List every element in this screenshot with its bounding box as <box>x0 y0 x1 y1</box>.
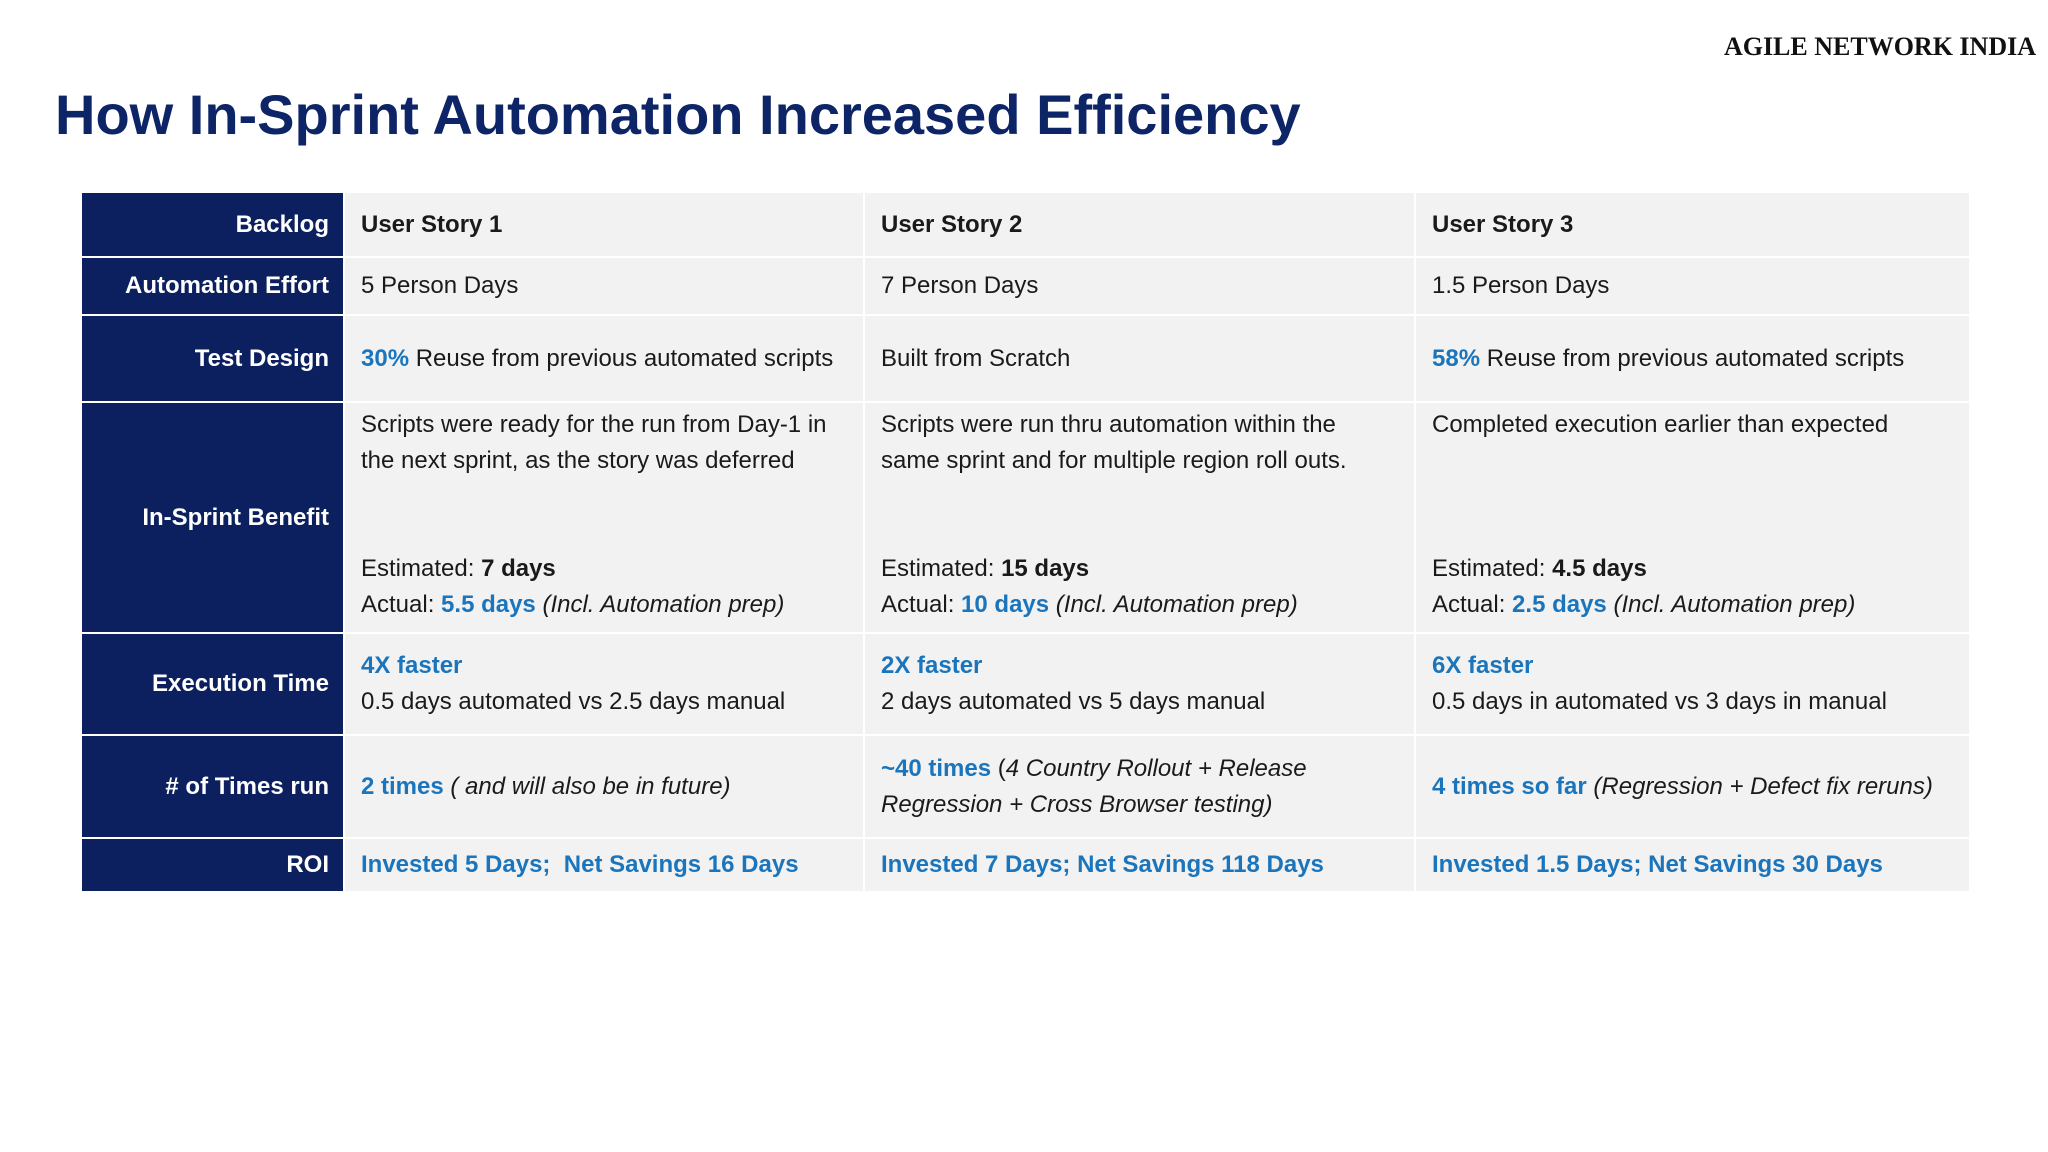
text: 0.5 days automated vs 2.5 days manual <box>361 688 786 715</box>
note: (Incl. Automation prep) <box>1055 591 1298 618</box>
text: Estimated: <box>361 555 475 582</box>
cell: 1.5 Person Days <box>1414 256 1971 316</box>
cell: 5 Person Days <box>343 256 865 316</box>
row-label: Test Design <box>80 314 345 403</box>
value: 4.5 days <box>1552 555 1647 582</box>
title: How In-Sprint Automation Increased Effic… <box>55 83 1301 146</box>
table: Backlog User Story 1 User Story 2 User S… <box>80 191 1971 893</box>
brand: AGILE NETWORK INDIA <box>1723 32 2036 61</box>
highlight: 6X faster <box>1432 652 1534 679</box>
text: ( <box>997 754 1006 782</box>
row: ROI Invested 5 Days; Net Savings 16 Days… <box>80 837 1971 893</box>
value: 2.5 days <box>1512 591 1607 618</box>
text: Actual: <box>1432 591 1506 618</box>
highlight: 4X faster <box>361 652 463 679</box>
row: Backlog User Story 1 User Story 2 User S… <box>80 191 1971 258</box>
text: 0.5 days in automated vs 3 days in manua… <box>1432 688 1887 715</box>
text: Reuse from previous automated scripts <box>1486 344 1905 372</box>
row: Test Design 30% Reuse from previous auto… <box>80 314 1971 403</box>
row-label: Backlog <box>80 191 345 258</box>
cell: 2 times ( and will also be in future) <box>343 734 865 839</box>
value: 10 days <box>961 591 1050 618</box>
cell: Invested 7 Days; Net Savings 118 Days <box>863 837 1416 893</box>
note: 4 Country Rollout + Release Regression +… <box>881 754 1307 818</box>
cell: 6X faster 0.5 days in automated vs 3 days… <box>1414 632 1971 736</box>
text: Actual: <box>881 591 955 618</box>
note: (Incl. Automation prep) <box>542 591 785 618</box>
cell: User Story 2 <box>863 191 1416 258</box>
cell: 2X faster 2 days automated vs 5 days manu… <box>863 632 1416 736</box>
row-label: # of Times run <box>80 734 345 839</box>
text: Scripts were run thru automation within … <box>881 411 1347 474</box>
value: 5.5 days <box>441 591 536 618</box>
text: Completed execution earlier than expecte… <box>1432 411 1889 438</box>
line: Estimated: 7 days <box>361 551 849 587</box>
cell: Invested 1.5 Days; Net Savings 30 Days <box>1414 837 1971 893</box>
cell: 58% Reuse from previous automated script… <box>1414 314 1971 403</box>
row-label: Execution Time <box>80 632 345 736</box>
highlight: 30% <box>361 344 410 372</box>
row: Automation Effort 5 Person Days 7 Person… <box>80 256 1971 316</box>
value: 7 days <box>481 555 556 582</box>
highlight: ~40 times <box>881 754 992 782</box>
highlight: 2 times <box>361 772 444 800</box>
cell: Completed execution earlier than expecte… <box>1414 401 1971 634</box>
line: Estimated: 15 days <box>881 551 1400 587</box>
row-label: ROI <box>80 837 345 893</box>
highlight: 4 times so far <box>1432 772 1587 800</box>
value: 15 days <box>1001 555 1090 582</box>
line: Actual: 2.5 days (Incl. Automation prep) <box>1432 587 1955 623</box>
cell: Scripts were ready for the run from Day-… <box>343 401 865 634</box>
cell: 30% Reuse from previous automated script… <box>343 314 865 403</box>
line: Actual: 5.5 days (Incl. Automation prep) <box>361 587 849 623</box>
cell: Built from Scratch <box>863 314 1416 403</box>
highlight: 2X faster <box>881 652 983 679</box>
cell: 7 Person Days <box>863 256 1416 316</box>
row: # of Times run 2 times ( and will also b… <box>80 734 1971 839</box>
cell: 4X faster 0.5 days automated vs 2.5 days … <box>343 632 865 736</box>
note: ( and will also be in future) <box>450 772 731 800</box>
cell: Scripts were run thru automation within … <box>863 401 1416 634</box>
row-label: Automation Effort <box>80 256 345 316</box>
text: Estimated: <box>1432 555 1546 582</box>
text: Reuse from previous automated scripts <box>415 344 834 372</box>
text: Actual: <box>361 591 435 618</box>
text: 2 days automated vs 5 days manual <box>881 688 1266 715</box>
row-label: In-Sprint Benefit <box>80 401 345 634</box>
note: (Regression + Defect fix reruns) <box>1593 772 1933 800</box>
line: Estimated: 4.5 days <box>1432 551 1955 587</box>
cell: User Story 1 <box>343 191 865 258</box>
cell: 4 times so far (Regression + Defect fix … <box>1414 734 1971 839</box>
line: Actual: 10 days (Incl. Automation prep) <box>881 587 1400 623</box>
highlight: 58% <box>1432 344 1481 372</box>
cell: ~40 times (4 Country Rollout + Release R… <box>863 734 1416 839</box>
row: In-Sprint Benefit Scripts were ready for… <box>80 401 1971 634</box>
note: (Incl. Automation prep) <box>1613 591 1856 618</box>
row: Execution Time 4X faster 0.5 days automat… <box>80 632 1971 736</box>
text: Scripts were ready for the run from Day-… <box>361 411 827 474</box>
cell: User Story 3 <box>1414 191 1971 258</box>
cell: Invested 5 Days; Net Savings 16 Days <box>343 837 865 893</box>
text: Estimated: <box>881 555 995 582</box>
